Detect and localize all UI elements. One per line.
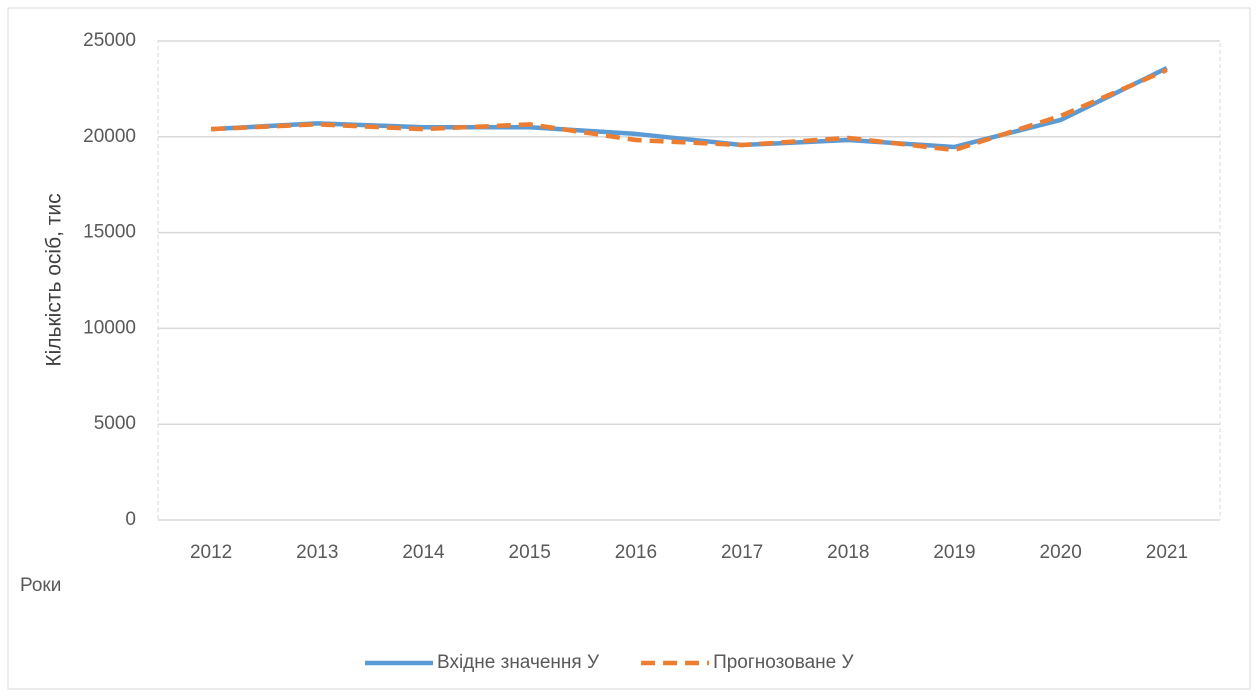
y-tick-label: 20000 bbox=[83, 126, 136, 147]
x-tick-label: 2018 bbox=[827, 542, 869, 563]
y-tick-label: 25000 bbox=[83, 30, 136, 51]
x-tick-label: 2014 bbox=[402, 542, 445, 563]
series-line bbox=[210, 67, 1168, 153]
x-tick-label: 2019 bbox=[933, 542, 975, 563]
x-axis-label: Роки bbox=[20, 575, 61, 596]
x-tick-label: 2015 bbox=[509, 542, 551, 563]
chart-border bbox=[7, 7, 1251, 690]
x-tick-label: 2017 bbox=[721, 542, 763, 563]
y-tick-label: 10000 bbox=[83, 317, 136, 338]
y-axis-label: Кількість осіб, тис bbox=[43, 193, 66, 366]
y-tick-label: 5000 bbox=[94, 413, 136, 434]
y-tick-label: 0 bbox=[125, 509, 136, 530]
x-tick-label: 2016 bbox=[615, 542, 657, 563]
x-tick-label: 2021 bbox=[1146, 542, 1188, 563]
legend-label: Прогнозоване У bbox=[713, 652, 854, 673]
x-tick-label: 2013 bbox=[296, 542, 338, 563]
y-tick-label: 15000 bbox=[83, 222, 136, 243]
legend-label: Вхідне значення У bbox=[437, 652, 600, 673]
x-tick-label: 2012 bbox=[190, 542, 232, 563]
x-tick-label: 2020 bbox=[1040, 542, 1082, 563]
